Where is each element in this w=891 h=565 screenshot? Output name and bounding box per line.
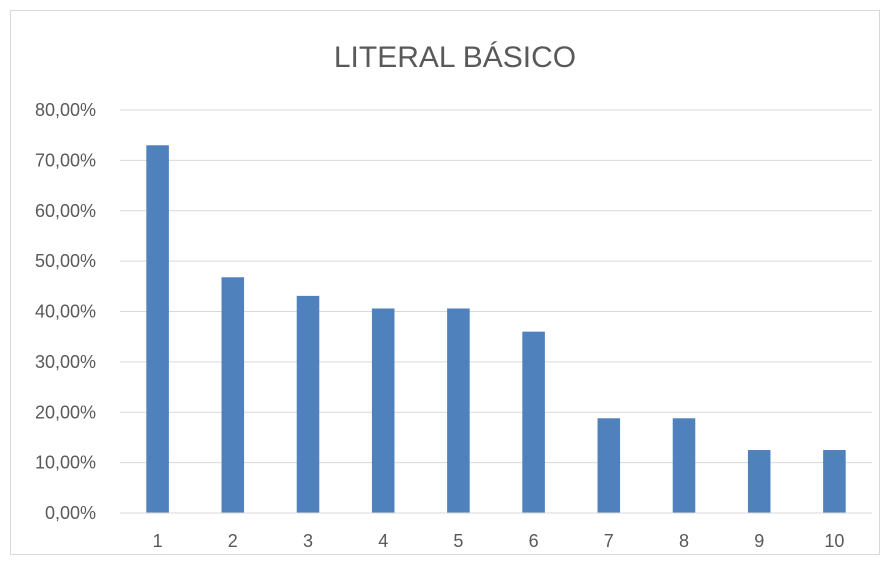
y-tick-label: 70,00% [35, 150, 96, 170]
bar-9 [747, 450, 771, 513]
y-tick-label: 30,00% [35, 352, 96, 372]
bar-10 [823, 450, 846, 513]
x-tick-label: 8 [679, 531, 689, 551]
x-tick-label: 10 [824, 531, 844, 551]
bar-4 [371, 308, 395, 513]
x-axis-ticks: 1 2 3 4 5 6 7 8 9 10 [153, 531, 845, 551]
bar-8 [672, 418, 696, 513]
y-tick-label: 20,00% [35, 402, 96, 422]
x-tick-label: 7 [604, 531, 614, 551]
bar-5 [447, 308, 470, 513]
y-tick-label: 0,00% [45, 503, 96, 523]
x-tick-label: 3 [303, 531, 313, 551]
y-tick-label: 60,00% [35, 201, 96, 221]
bar-6 [522, 331, 545, 513]
x-tick-label: 6 [529, 531, 539, 551]
bars [146, 145, 846, 513]
bar-2 [221, 277, 245, 513]
bar-7 [597, 418, 621, 513]
x-tick-label: 4 [378, 531, 388, 551]
y-axis-ticks: 0,00% 10,00% 20,00% 30,00% 40,00% 50,00% 60,00… [35, 100, 96, 523]
y-tick-label: 50,00% [35, 251, 96, 271]
bar-3 [296, 295, 320, 513]
chart-title: LITERAL BÁSICO [334, 41, 576, 74]
x-tick-label: 9 [754, 531, 764, 551]
grid-lines [120, 109, 872, 464]
x-tick-label: 1 [153, 531, 163, 551]
x-tick-label: 2 [228, 531, 238, 551]
y-tick-label: 40,00% [35, 302, 96, 322]
x-tick-label: 5 [453, 531, 463, 551]
y-tick-label: 10,00% [35, 453, 96, 473]
y-tick-label: 80,00% [35, 100, 96, 120]
bar-1 [146, 145, 169, 513]
